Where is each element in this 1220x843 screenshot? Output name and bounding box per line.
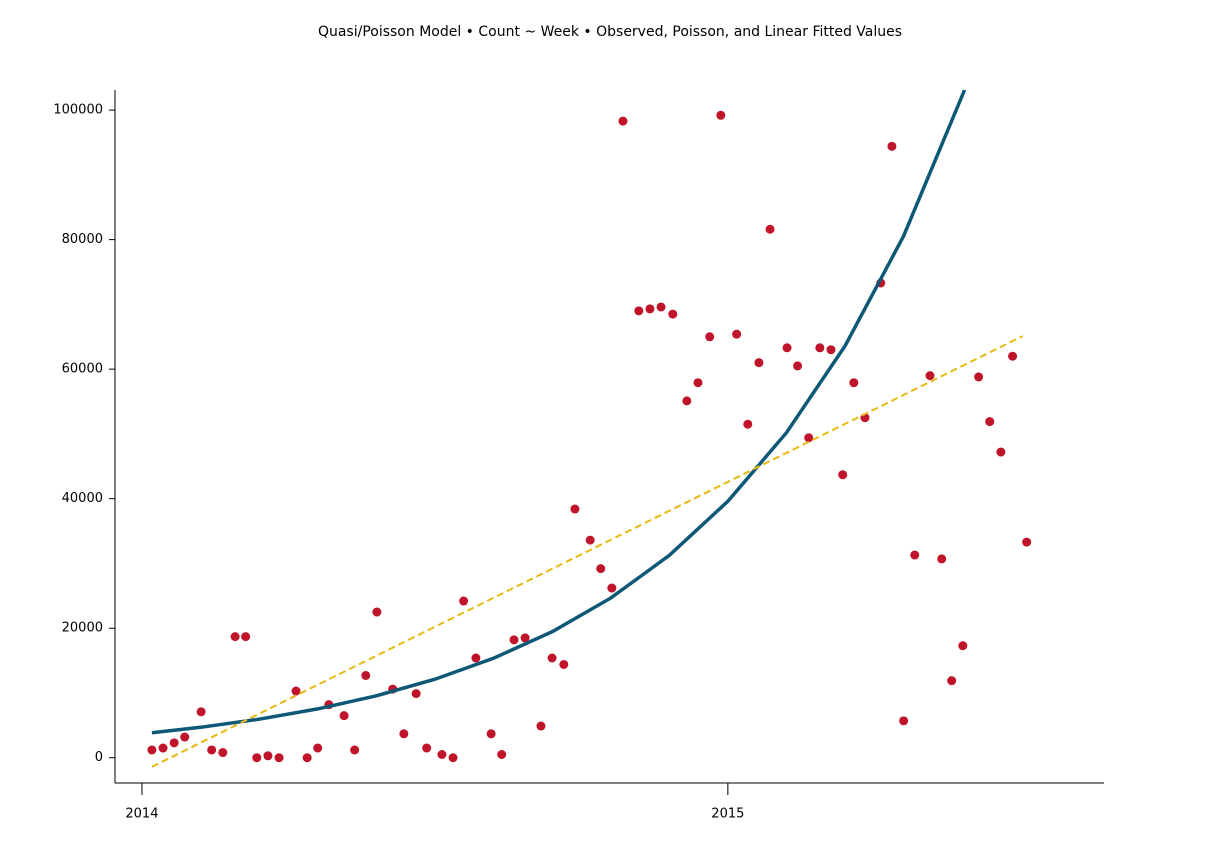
data-point — [782, 343, 792, 353]
data-point — [361, 670, 371, 680]
data-point — [536, 721, 546, 731]
data-point — [158, 743, 168, 753]
data-point — [765, 224, 775, 234]
fitted-line — [151, 335, 1024, 768]
data-point — [634, 306, 644, 316]
data-point — [910, 550, 920, 560]
data-point — [947, 676, 957, 686]
y-tick-label: 0 — [95, 750, 103, 765]
data-point — [169, 738, 179, 748]
chart-title: Quasi/Poisson Model • Count ~ Week • Obs… — [318, 24, 902, 40]
data-point — [252, 753, 262, 763]
fitted-line — [151, 89, 967, 735]
data-point — [509, 635, 519, 645]
data-point — [656, 302, 666, 312]
data-point — [339, 711, 349, 721]
data-point — [230, 632, 240, 642]
data-point — [618, 116, 628, 126]
data-point — [241, 632, 251, 642]
data-point — [180, 732, 190, 742]
data-point — [448, 753, 458, 763]
data-point — [596, 564, 606, 574]
data-point — [716, 110, 726, 120]
data-point — [313, 743, 323, 753]
y-tick-label: 40000 — [62, 491, 103, 506]
data-point — [520, 633, 530, 643]
data-point — [958, 641, 968, 651]
data-point — [1022, 537, 1032, 547]
data-point — [887, 141, 897, 151]
data-point — [682, 396, 692, 406]
data-point — [838, 470, 848, 480]
y-tick-label: 80000 — [62, 232, 103, 247]
data-point — [547, 653, 557, 663]
data-point — [372, 607, 382, 617]
data-point — [497, 750, 507, 760]
data-point — [585, 535, 595, 545]
data-point — [411, 689, 421, 699]
data-point — [218, 748, 228, 758]
data-point — [826, 345, 836, 355]
data-point — [974, 372, 984, 382]
data-point — [291, 686, 301, 696]
data-point — [815, 343, 825, 353]
data-point — [849, 378, 859, 388]
data-point — [668, 309, 678, 319]
data-point — [793, 361, 803, 371]
x-tick-label: 2014 — [125, 807, 158, 822]
data-point — [570, 504, 580, 514]
data-point — [607, 583, 617, 593]
data-point — [196, 707, 206, 717]
data-point — [471, 653, 481, 663]
data-point — [486, 729, 496, 739]
data-point — [705, 332, 715, 342]
data-point — [147, 745, 157, 755]
y-tick-label: 60000 — [62, 362, 103, 377]
data-point — [263, 751, 273, 761]
data-point — [302, 753, 312, 763]
data-point — [925, 371, 935, 381]
data-point — [1008, 351, 1018, 361]
y-tick-label: 100000 — [53, 103, 103, 118]
data-point — [399, 729, 409, 739]
data-point — [437, 750, 447, 760]
data-point — [350, 745, 360, 755]
x-tick-label: 2015 — [711, 807, 744, 822]
y-tick-label: 20000 — [62, 621, 103, 636]
data-point — [559, 659, 569, 669]
data-point — [996, 447, 1006, 457]
data-point — [459, 596, 469, 606]
data-point — [693, 378, 703, 388]
data-point — [754, 358, 764, 368]
data-point — [732, 329, 742, 339]
data-point — [937, 554, 947, 564]
data-point — [899, 716, 909, 726]
data-point — [645, 304, 655, 314]
data-point — [274, 753, 284, 763]
data-point — [422, 743, 432, 753]
data-point — [207, 745, 217, 755]
data-point — [804, 433, 814, 443]
data-point — [743, 419, 753, 429]
data-point — [985, 417, 995, 427]
